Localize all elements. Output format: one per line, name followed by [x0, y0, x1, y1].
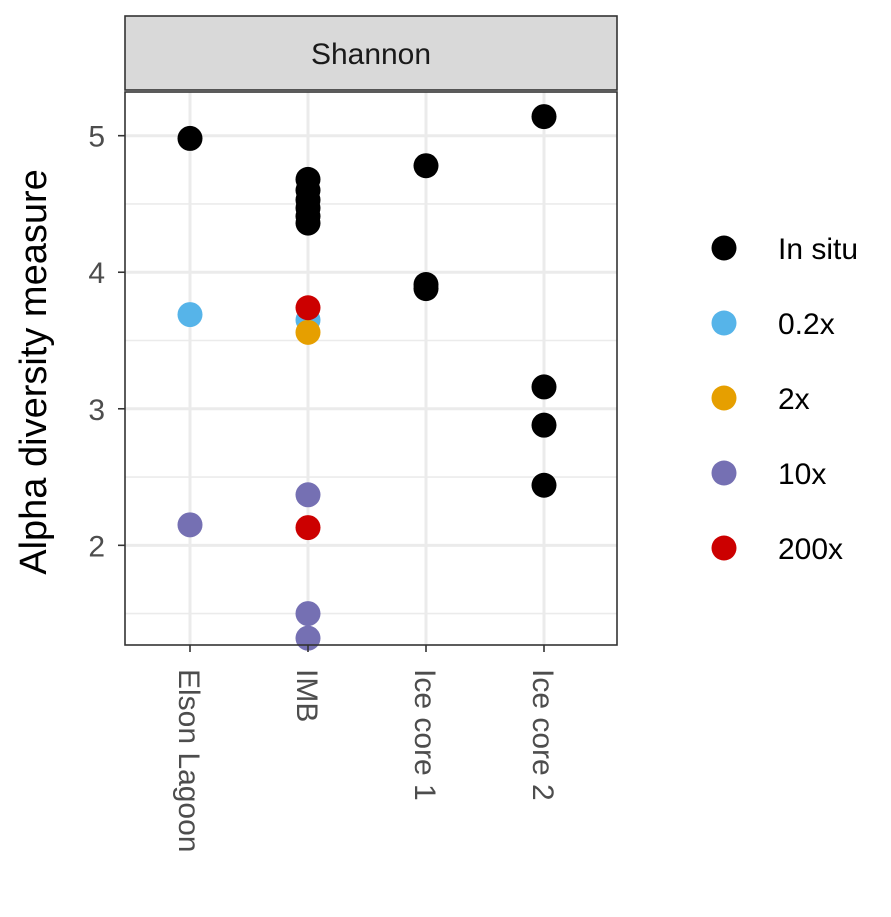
data-point [531, 412, 557, 438]
legend-key [711, 235, 737, 261]
data-point [295, 295, 321, 321]
legend-label: 0.2x [778, 308, 835, 341]
data-point [177, 512, 203, 538]
legend-key [711, 460, 737, 486]
data-point [295, 482, 321, 508]
legend: In situ 0.2x 2x 10x 200x [711, 233, 858, 566]
y-tick-label: 3 [88, 394, 105, 427]
legend-label: In situ [778, 233, 858, 266]
data-point [413, 153, 439, 179]
y-tick-label: 4 [88, 257, 105, 290]
facet-strip [124, 15, 618, 91]
grid-lines [125, 92, 617, 645]
legend-key [711, 385, 737, 411]
data-point [295, 319, 321, 345]
x-axis: Elson Lagoon IMB Ice core 1 Ice core 2 [172, 645, 559, 853]
legend-label: 200x [778, 533, 843, 566]
y-axis: 2 3 4 5 [88, 121, 125, 563]
legend-label: 10x [778, 458, 826, 491]
data-points [177, 104, 557, 651]
data-point [413, 276, 439, 302]
plot-panel-border [124, 91, 618, 646]
x-tick-label: Ice core 2 [526, 669, 559, 801]
y-tick-label: 2 [88, 530, 105, 563]
y-tick-label: 5 [88, 121, 105, 154]
data-point [531, 374, 557, 400]
plot-panel-background [125, 92, 617, 645]
data-point [295, 601, 321, 627]
data-point [177, 125, 203, 151]
y-axis-title: Alpha diversity measure [13, 169, 55, 575]
data-point [295, 515, 321, 541]
data-point [531, 104, 557, 130]
x-tick-label: IMB [290, 669, 323, 722]
data-point [177, 302, 203, 328]
x-tick-label: Elson Lagoon [172, 669, 205, 853]
x-tick-label: Ice core 1 [408, 669, 441, 801]
data-point [531, 472, 557, 498]
facet-strip-label: Shannon [311, 38, 431, 71]
data-point [295, 210, 321, 236]
legend-label: 2x [778, 383, 810, 416]
legend-key [711, 535, 737, 561]
legend-key [711, 310, 737, 336]
